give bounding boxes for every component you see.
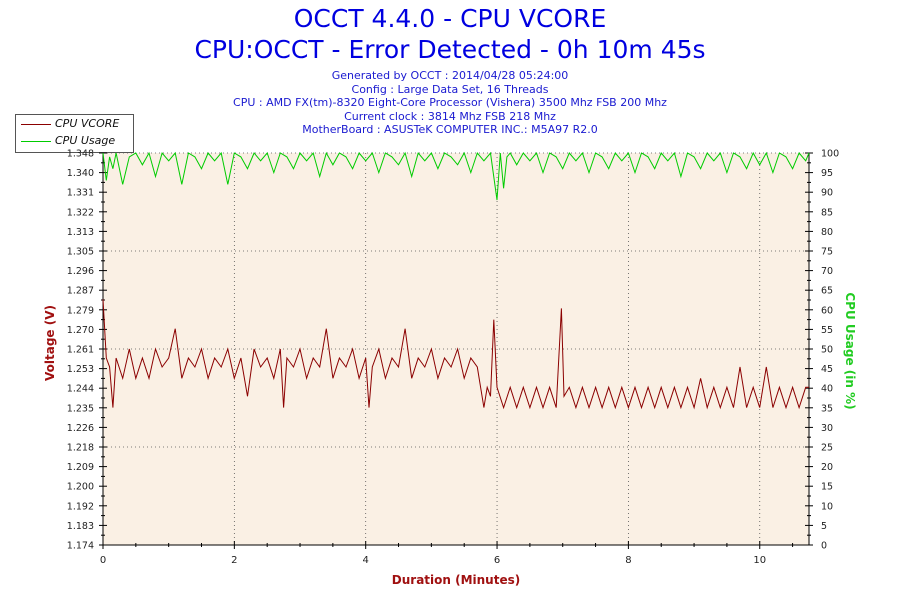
y-tick-label: 1.305 <box>67 247 94 258</box>
y-tick-label: 1.209 <box>67 462 94 473</box>
y-axis-label: Voltage (V) <box>43 305 57 381</box>
y-tick-label: 1.331 <box>67 188 94 199</box>
info-motherboard: MotherBoard : ASUSTeK COMPUTER INC.: M5A… <box>302 123 598 137</box>
y2-tick-label: 55 <box>821 325 833 336</box>
y-tick-label: 1.279 <box>67 305 94 316</box>
y-tick-label: 1.270 <box>67 325 94 336</box>
x-tick-label: 10 <box>753 555 766 566</box>
y2-tick-label: 95 <box>821 168 833 179</box>
y-tick-label: 1.174 <box>67 541 94 552</box>
y-tick-label: 1.244 <box>67 384 94 395</box>
y2-tick-label: 65 <box>821 286 833 297</box>
y2-tick-label: 35 <box>821 403 833 414</box>
y2-tick-label: 5 <box>821 521 827 532</box>
y2-tick-label: 20 <box>821 462 833 473</box>
y-tick-label: 1.287 <box>67 286 94 297</box>
legend-item-usage: CPU Usage <box>16 133 133 149</box>
y2-axis-label: CPU Usage (in %) <box>843 292 857 409</box>
chart-title: OCCT 4.4.0 - CPU VCORE <box>293 4 607 33</box>
y-tick-label: 1.313 <box>67 227 94 238</box>
y2-tick-label: 75 <box>821 247 833 258</box>
series-line-cpu-usage <box>102 151 810 201</box>
chart-legend: CPU VCORE CPU Usage <box>15 114 134 153</box>
y-tick-label: 1.218 <box>67 443 94 454</box>
x-axis-label: Duration (Minutes) <box>392 573 520 587</box>
y-tick-label: 1.192 <box>67 501 94 512</box>
y-tick-label: 1.348 <box>67 149 94 160</box>
info-cpu: CPU : AMD FX(tm)-8320 Eight-Core Process… <box>233 96 667 110</box>
chart-subtitle: CPU:OCCT - Error Detected - 0h 10m 45s <box>194 35 706 64</box>
x-tick-label: 0 <box>100 555 106 566</box>
series-line-cpu-vcore <box>102 299 809 410</box>
y2-tick-label: 0 <box>821 541 827 552</box>
y2-tick-label: 10 <box>821 501 833 512</box>
x-tick-label: 6 <box>494 555 500 566</box>
y2-tick-label: 85 <box>821 207 833 218</box>
y2-tick-label: 60 <box>821 305 833 316</box>
y2-tick-label: 50 <box>821 345 833 356</box>
y-tick-label: 1.183 <box>67 521 94 532</box>
y-tick-label: 1.296 <box>67 266 94 277</box>
y-tick-label: 1.340 <box>67 168 94 179</box>
y2-tick-label: 80 <box>821 227 833 238</box>
legend-label-vcore: CPU VCORE <box>55 117 120 130</box>
y-tick-label: 1.261 <box>67 345 94 356</box>
x-tick-label: 4 <box>363 555 369 566</box>
y2-tick-label: 25 <box>821 443 833 454</box>
legend-label-usage: CPU Usage <box>55 134 116 147</box>
y2-tick-label: 45 <box>821 364 833 375</box>
legend-swatch-usage <box>21 141 51 142</box>
y2-tick-label: 15 <box>821 482 833 493</box>
y2-tick-label: 70 <box>821 266 833 277</box>
y2-tick-label: 40 <box>821 384 833 395</box>
info-clock: Current clock : 3814 Mhz FSB 218 Mhz <box>344 109 556 123</box>
legend-item-vcore: CPU VCORE <box>16 116 133 132</box>
y2-tick-label: 90 <box>821 188 833 199</box>
y2-tick-label: 100 <box>821 149 839 160</box>
y-tick-label: 1.253 <box>67 364 94 375</box>
y-tick-label: 1.200 <box>67 482 94 493</box>
legend-swatch-vcore <box>21 124 51 125</box>
y-tick-label: 1.322 <box>67 207 94 218</box>
info-config: Config : Large Data Set, 16 Threads <box>351 82 549 96</box>
info-generated: Generated by OCCT : 2014/04/28 05:24:00 <box>331 69 569 82</box>
x-tick-label: 8 <box>625 555 631 566</box>
y-tick-label: 1.235 <box>67 403 94 414</box>
y-tick-label: 1.226 <box>67 423 94 434</box>
y2-tick-label: 30 <box>821 423 833 434</box>
x-tick-label: 2 <box>231 555 237 566</box>
info-block: Generated by OCCT : 2014/04/28 05:24:00 … <box>0 69 900 137</box>
